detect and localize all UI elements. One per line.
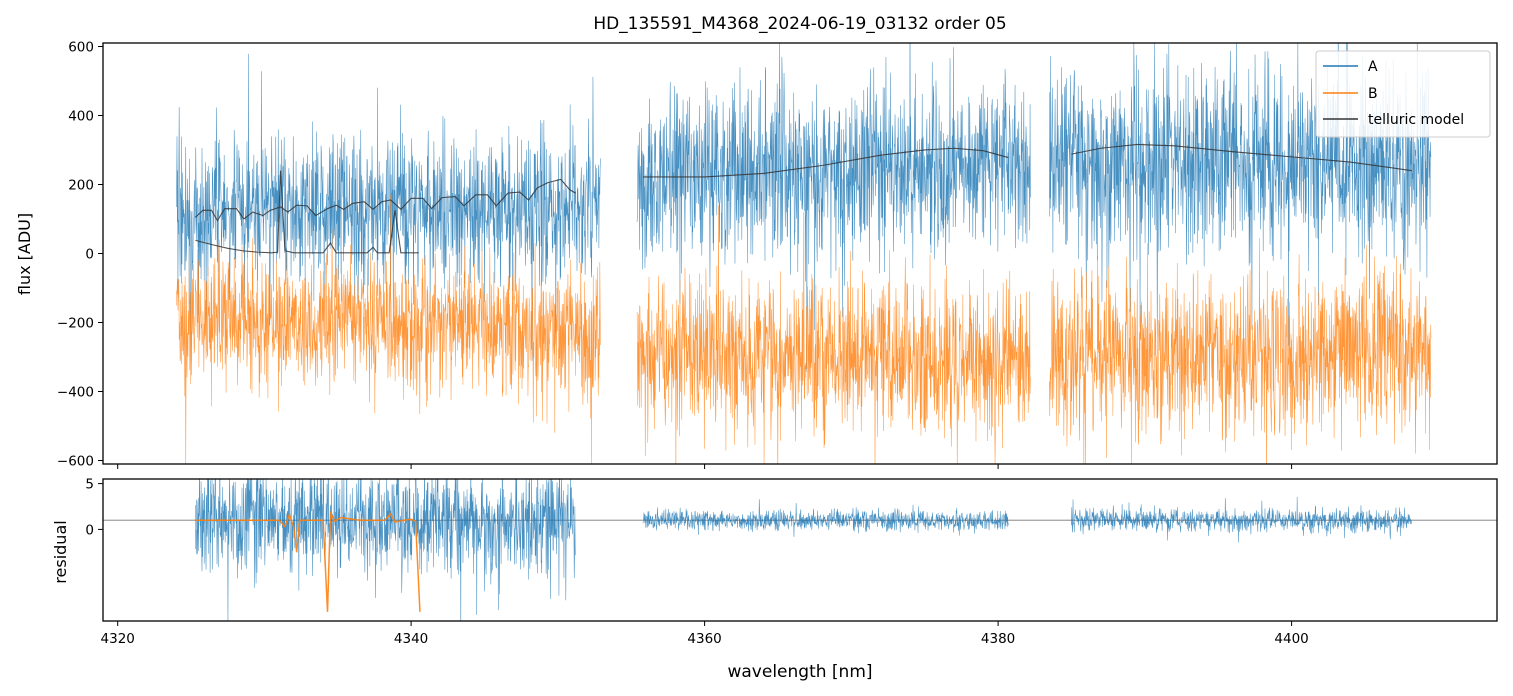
flux-series-b-segment-1	[176, 194, 601, 464]
flux-ytick-label: 0	[85, 247, 94, 263]
flux-series-telluric-model-a-segment-3	[1071, 143, 1412, 172]
flux-series-a-segment-2	[636, 43, 1031, 373]
xtick-label: 4320	[101, 631, 135, 647]
flux-ytick-label: −400	[57, 385, 94, 401]
flux-ytick-label: 200	[68, 178, 94, 194]
flux-series-telluric-model-b-segment-1	[195, 170, 419, 254]
residual-ylabel: residual	[51, 520, 70, 583]
residual-axes-frame	[102, 478, 1498, 622]
flux-ytick-label: 600	[68, 40, 94, 56]
flux-series-b-segment-3	[1049, 238, 1432, 464]
flux-ytick-label: −600	[57, 454, 94, 470]
legend: A B telluric model	[1315, 50, 1491, 138]
residual-plot-area	[103, 479, 1497, 621]
flux-ylabel: flux [ADU]	[15, 213, 34, 295]
flux-series-telluric-model-a-segment-2	[642, 147, 1009, 178]
residual-series-a-segment-2	[642, 499, 1009, 537]
legend-label-telluric: telluric model	[1368, 112, 1464, 128]
legend-label-b: B	[1368, 86, 1378, 102]
residual-ytick-label: 5	[85, 477, 94, 493]
flux-axes: −600 −400 −200 0 200 400 600	[57, 40, 1293, 470]
residual-series-a-segment-1	[195, 479, 576, 621]
xtick-label: 4380	[981, 631, 1015, 647]
flux-ytick-label: 400	[68, 109, 94, 125]
legend-box	[1315, 50, 1491, 138]
chart-title: HD_135591_M4368_2024-06-19_03132 order 0…	[593, 14, 1006, 34]
residual-series-a-segment-3	[1071, 496, 1413, 543]
legend-label-a: A	[1368, 59, 1378, 75]
flux-series-a-segment-1	[176, 53, 601, 362]
flux-plot-area	[176, 43, 1432, 464]
x-axis-label: wavelength [nm]	[727, 662, 872, 682]
xtick-label: 4400	[1274, 631, 1308, 647]
residual-ytick-label: 0	[85, 522, 94, 538]
flux-ytick-label: −200	[57, 316, 94, 332]
flux-series-b-segment-2	[636, 205, 1031, 464]
xtick-label: 4340	[394, 631, 428, 647]
xtick-label: 4360	[687, 631, 721, 647]
flux-series-a-segment-3	[1049, 43, 1432, 346]
flux-series-telluric-model-a-segment-1	[195, 178, 576, 222]
residual-series-b	[195, 510, 421, 612]
residual-axes: 0 5 4320 4340 4360 4380 4400	[85, 477, 1308, 647]
